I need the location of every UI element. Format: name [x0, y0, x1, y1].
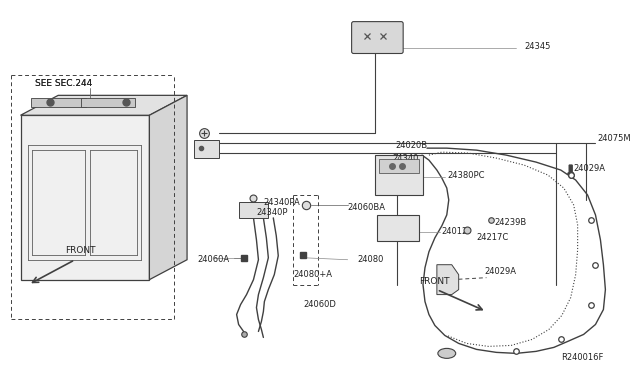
Text: 24060A: 24060A [197, 255, 229, 264]
Text: 24075M: 24075M [598, 134, 631, 143]
Text: 24060D: 24060D [303, 300, 336, 309]
Ellipse shape [438, 349, 456, 358]
Text: 24340: 24340 [392, 154, 419, 163]
Text: 24345: 24345 [524, 42, 550, 51]
Text: FRONT: FRONT [65, 246, 95, 255]
FancyBboxPatch shape [380, 159, 419, 173]
Text: 24080+A: 24080+A [293, 270, 332, 279]
Text: 24380PC: 24380PC [448, 170, 485, 180]
Text: 24029A: 24029A [484, 267, 516, 276]
Text: 24029A: 24029A [573, 164, 605, 173]
Text: R240016F: R240016F [561, 353, 603, 362]
Text: 24020B: 24020B [396, 141, 428, 150]
FancyBboxPatch shape [378, 215, 419, 241]
Polygon shape [194, 140, 219, 158]
Text: 24239B: 24239B [494, 218, 527, 227]
Polygon shape [81, 98, 136, 107]
Polygon shape [437, 265, 459, 295]
Text: 24012: 24012 [442, 227, 468, 236]
Text: 24080: 24080 [358, 255, 384, 264]
Polygon shape [20, 115, 149, 280]
Text: 24217C: 24217C [477, 233, 509, 242]
Text: SEE SEC.244: SEE SEC.244 [35, 79, 93, 88]
FancyBboxPatch shape [376, 155, 423, 195]
FancyArrow shape [568, 165, 573, 177]
Text: 24340P: 24340P [257, 208, 288, 217]
Polygon shape [31, 98, 86, 107]
Polygon shape [239, 202, 268, 218]
Text: SEE SEC.244: SEE SEC.244 [35, 79, 93, 88]
Text: FRONT: FRONT [419, 277, 449, 286]
Polygon shape [20, 95, 187, 115]
FancyBboxPatch shape [351, 22, 403, 54]
Text: 24060BA: 24060BA [348, 203, 386, 212]
Text: 24340PA: 24340PA [264, 198, 300, 208]
Polygon shape [149, 95, 187, 280]
